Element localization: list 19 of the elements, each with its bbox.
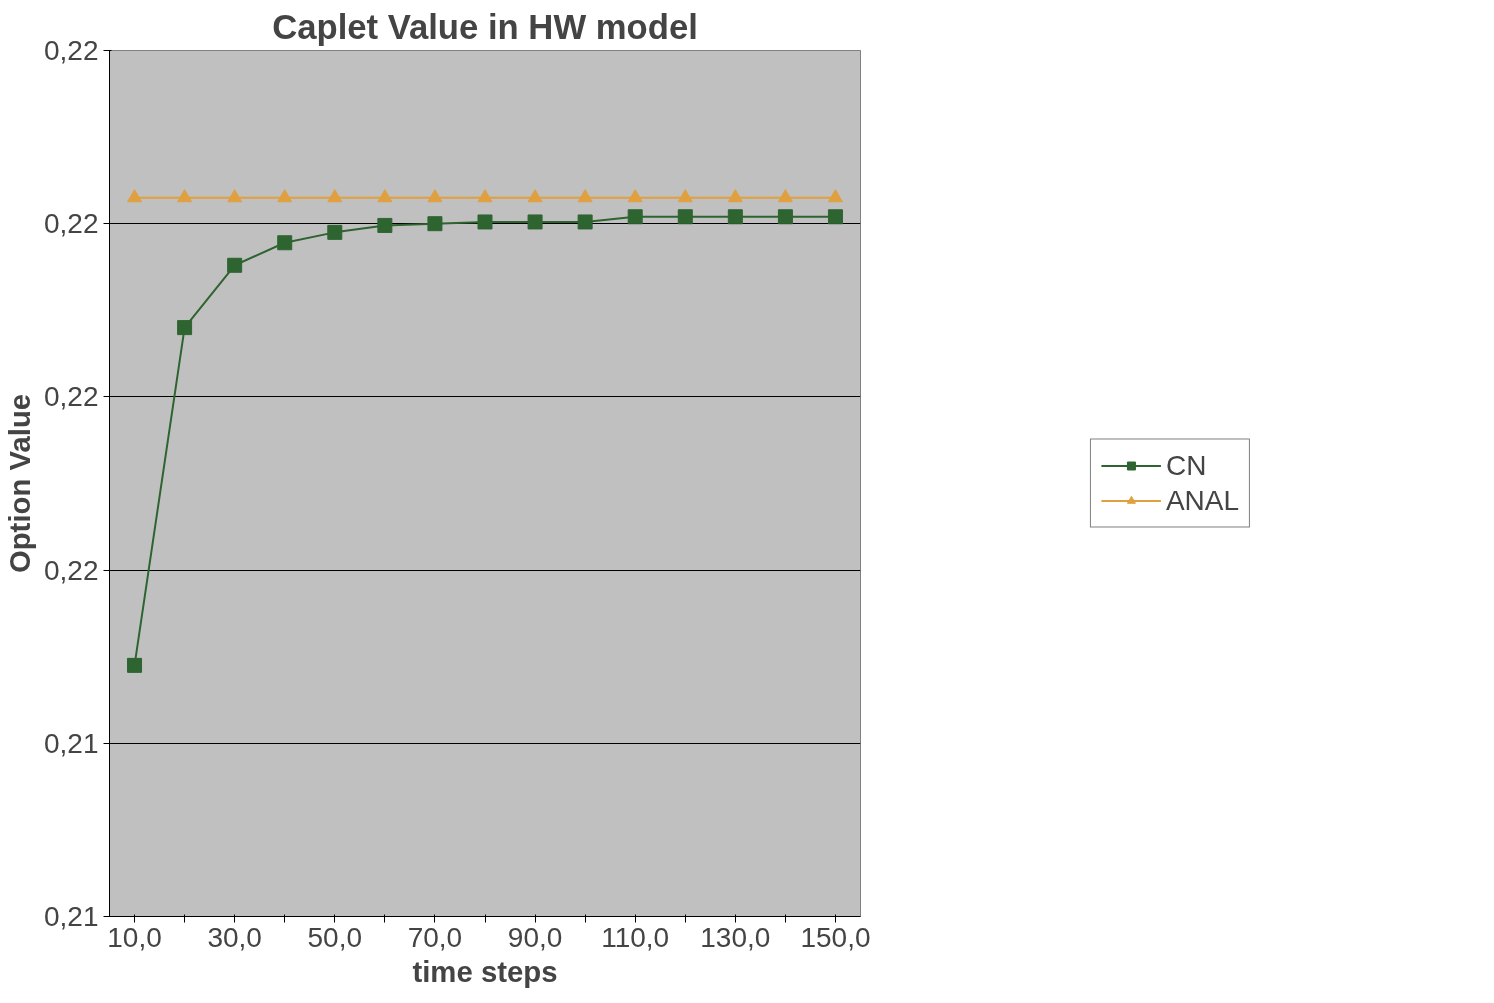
legend-label: ANAL bbox=[1165, 484, 1240, 517]
x-tick-label: 30,0 bbox=[207, 921, 262, 953]
legend-label: CN bbox=[1165, 449, 1207, 482]
x-tick-label: 90,0 bbox=[507, 921, 563, 953]
x-tick-label: 110,0 bbox=[601, 921, 670, 953]
y-tick-label: 0,22 bbox=[44, 208, 99, 240]
y-axis-title: Option Value bbox=[3, 393, 36, 574]
x-tick-label: 50,0 bbox=[307, 921, 363, 953]
y-tick-label: 0,22 bbox=[44, 381, 99, 413]
chart-title: Caplet Value in HW model bbox=[272, 7, 698, 46]
y-tick-label: 0,21 bbox=[44, 901, 99, 932]
x-tick-label: 10,0 bbox=[107, 921, 162, 953]
x-tick-label: 70,0 bbox=[407, 921, 463, 953]
x-tick-label: 150,0 bbox=[800, 921, 871, 953]
x-tick-label: 130,0 bbox=[700, 921, 771, 953]
y-tick-label: 0,21 bbox=[44, 727, 99, 759]
x-axis-title: time steps bbox=[412, 954, 558, 988]
y-tick-label: 0,22 bbox=[44, 554, 99, 586]
y-tick-label: 0,22 bbox=[44, 35, 99, 66]
